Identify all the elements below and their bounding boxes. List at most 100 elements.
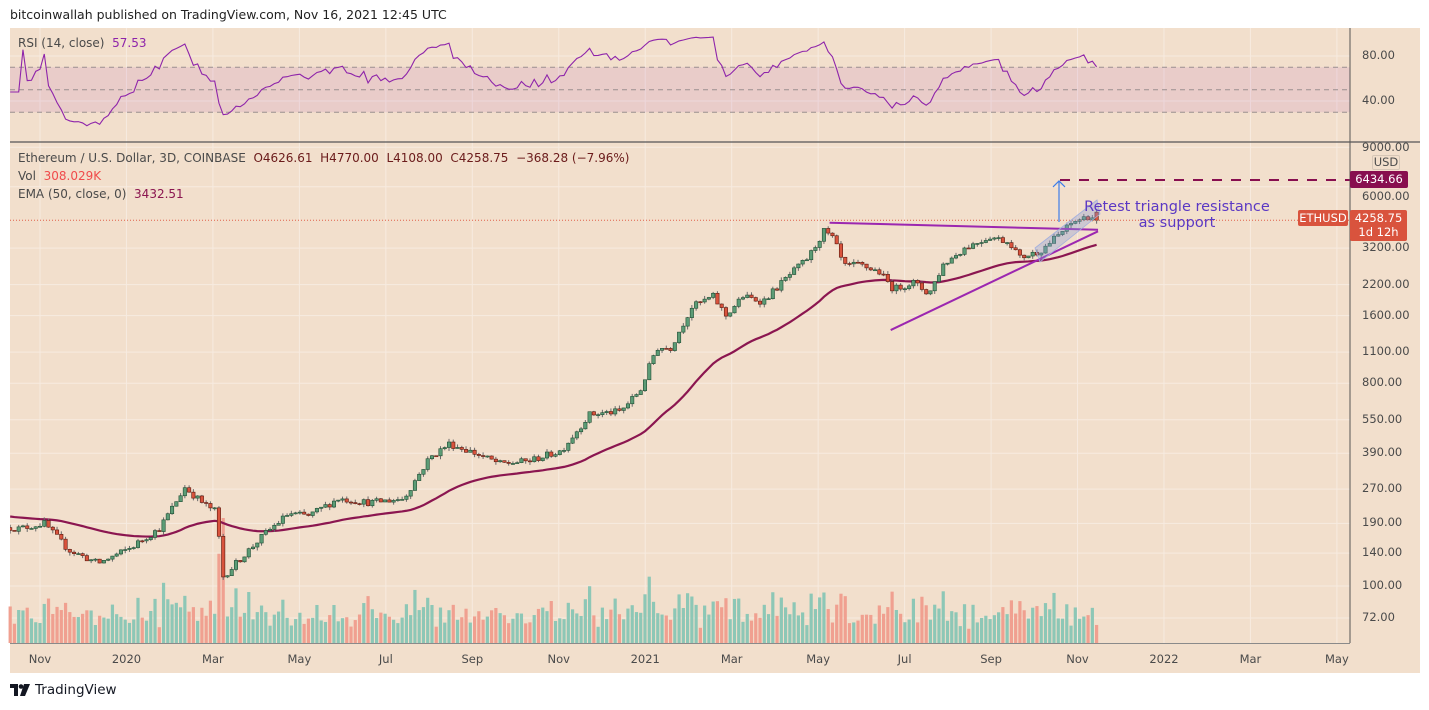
volume-bar (971, 604, 975, 643)
volume-bar (204, 615, 208, 643)
volume-bar (728, 619, 732, 643)
candle-up (268, 528, 273, 531)
rising-channel (1034, 199, 1101, 263)
candle-up (106, 558, 111, 561)
candle-up (732, 306, 737, 314)
drawings[interactable] (10, 178, 1350, 331)
volume-bar (813, 609, 818, 643)
volume-bar (1005, 614, 1009, 643)
currency-button[interactable]: USD (1372, 155, 1400, 170)
candle-up (587, 411, 592, 423)
candle-up (233, 560, 238, 570)
candle-down (302, 511, 307, 515)
triangle-support-line (890, 230, 1099, 331)
volume-bar (409, 615, 413, 643)
volume-bar (511, 618, 515, 643)
volume-bar (234, 588, 238, 643)
candle-down (506, 462, 511, 464)
price-tick-label: 390.00 (1362, 445, 1403, 460)
candle-down (591, 411, 596, 416)
candle-down (306, 513, 311, 516)
volume-bar (707, 614, 711, 643)
candle-up (821, 228, 826, 242)
price-tick-label: 3200.00 (1362, 240, 1410, 255)
rsi-legend: RSI (14, close) 57.53 (18, 36, 146, 50)
candle-up (813, 247, 818, 251)
volume-bar (144, 620, 149, 643)
volume-bar (494, 607, 498, 643)
last-price: 4258.75 (1354, 211, 1403, 225)
candle-up (16, 526, 21, 532)
volume-bar (613, 598, 617, 643)
volume-bar (140, 617, 144, 643)
volume-legend: Vol 308.029K (18, 169, 101, 183)
candle-up (689, 307, 694, 318)
price-tick-label: 190.00 (1362, 515, 1403, 530)
candle-up (941, 263, 946, 276)
high-value: H4770.00 (320, 151, 379, 165)
symbol-title[interactable]: Ethereum / U.S. Dollar, 3D, COINBASE (18, 151, 246, 165)
volume-bar (76, 617, 80, 643)
volume-bar (455, 619, 460, 643)
candle-up (33, 526, 38, 529)
candle-down (843, 256, 848, 264)
candle-up (259, 533, 264, 544)
volume-bar (311, 617, 315, 643)
candle-down (749, 294, 754, 298)
volume-bar (438, 607, 443, 643)
volume-bar (332, 605, 336, 643)
candle-up (651, 355, 656, 364)
volume-bar (272, 614, 276, 643)
candle-up (1056, 234, 1061, 237)
volume-bar (656, 613, 660, 643)
candle-down (493, 458, 498, 463)
candle-up (766, 298, 771, 301)
candles (10, 209, 1099, 580)
time-tick-label: Nov (28, 652, 52, 666)
volume-label: Vol (18, 169, 36, 183)
volume-bar (421, 607, 426, 643)
candle-down (199, 495, 204, 503)
tradingview-logo[interactable]: TradingView (10, 682, 117, 698)
candle-up (1047, 243, 1052, 247)
time-tick-label: 2022 (1149, 652, 1179, 666)
candle-up (251, 546, 256, 550)
volume-bar (579, 615, 583, 643)
volume-bar (660, 614, 664, 643)
volume-bar (374, 618, 379, 643)
volume-bar (647, 576, 651, 643)
time-tick-label: Nov (547, 652, 570, 666)
symbol-price-tag: ETHUSD (1298, 210, 1348, 226)
volume-bar (962, 604, 967, 643)
volume-bar (839, 593, 843, 643)
candle-up (672, 342, 677, 351)
volume-bar (711, 601, 715, 643)
candle-up (600, 412, 605, 415)
volume-bar (1095, 624, 1099, 643)
time-tick-label: May (287, 652, 312, 666)
candle-up (787, 274, 792, 278)
candle-up (114, 553, 119, 557)
volume-bar (1082, 616, 1086, 643)
volume-bar (605, 619, 609, 643)
candle-up (996, 237, 1001, 239)
volume-bar (881, 613, 886, 643)
volume-bar (988, 619, 992, 643)
volume-bar (8, 606, 12, 643)
volume-bar (877, 605, 881, 643)
annotation-text[interactable]: Retest triangle resistance as support (1062, 199, 1292, 231)
volume-bar (17, 609, 21, 643)
rsi-tick-label: 80.00 (1362, 48, 1395, 62)
volume-bar (643, 594, 647, 643)
volume-bar (1039, 616, 1043, 643)
volume-bar (524, 623, 528, 643)
candle-down (608, 411, 613, 415)
volume-bar (536, 608, 541, 643)
candle-up (229, 569, 234, 576)
candle-down (344, 498, 349, 503)
publish-info: bitcoinwallah published on TradingView.c… (10, 7, 447, 22)
volume-bar (775, 615, 779, 643)
candle-up (736, 298, 741, 307)
volume-bar (225, 616, 230, 643)
